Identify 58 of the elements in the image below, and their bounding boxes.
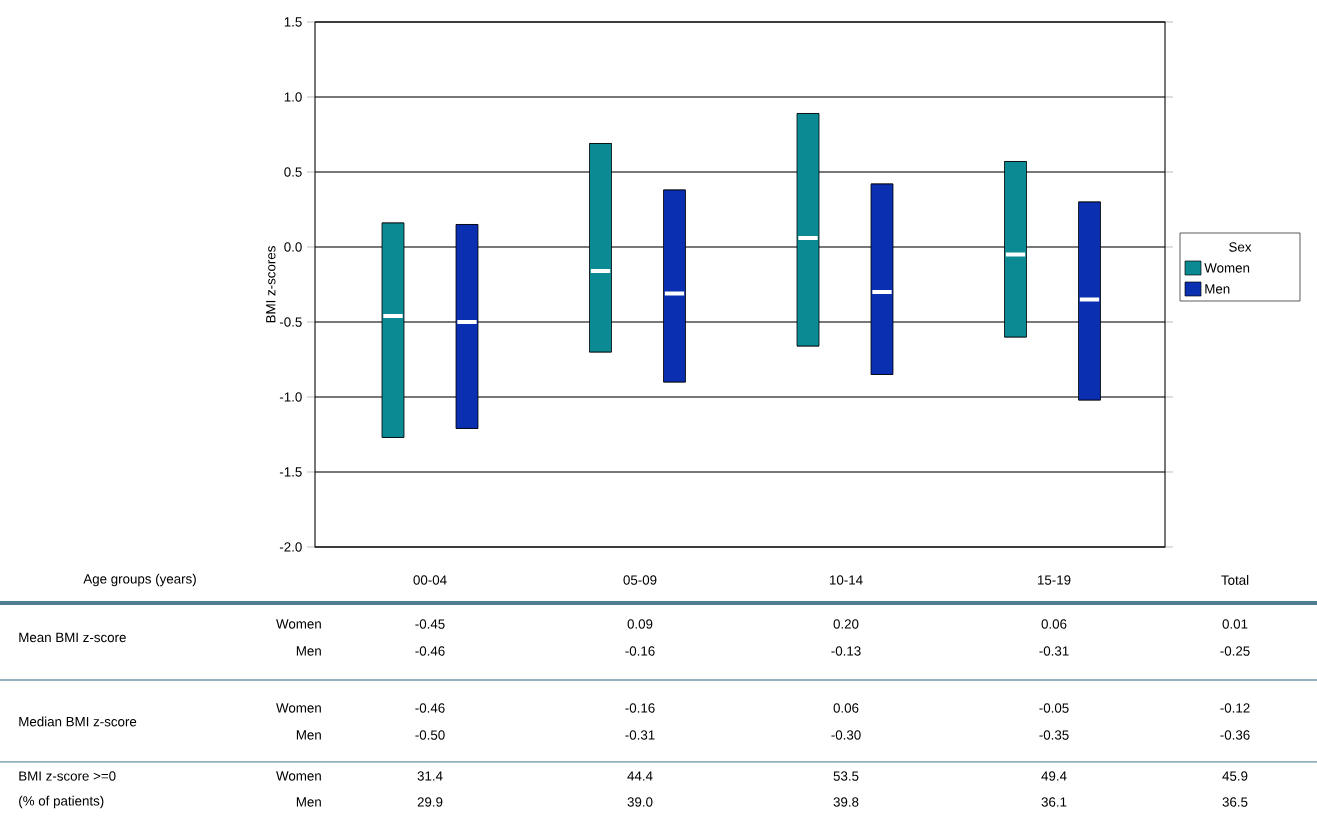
data-label: -0.13 [831,646,861,656]
y-tick-label: 1.0 [284,92,302,102]
data-label: 44.4 [627,771,653,781]
text: Women [276,771,321,781]
text: Age groups (years) [83,573,196,587]
data-label: 31.4 [417,771,443,781]
y-tick-label: 1.5 [284,17,302,27]
data-label: 0.06 [1041,619,1067,629]
data-label: 53.5 [833,771,859,781]
text: (% of patients) [19,795,104,809]
text: Women [276,619,321,629]
data-label: 39.0 [627,797,653,807]
data-label: -0.16 [625,703,655,713]
data-label: 0.09 [627,619,653,629]
data-label: -0.30 [831,730,861,740]
y-tick-label: -2.0 [279,542,302,552]
data-label: -0.36 [1220,730,1250,740]
y-tick-label: -1.0 [279,392,302,402]
category-label: 15-19 [1037,575,1071,585]
y-tick-label: 0.5 [284,167,302,177]
data-label: 36.1 [1041,797,1067,807]
category-label: 00-04 [413,575,447,585]
category-label: Total [1221,575,1249,585]
data-label: -0.50 [415,730,445,740]
legend-label: Women [1204,263,1250,273]
data-label: 29.9 [417,797,443,807]
legend-label: Men [1205,284,1230,294]
data-label: -0.12 [1220,703,1250,713]
data-label: -0.31 [625,730,655,740]
y-tick-label: 0.0 [284,242,302,252]
data-label: 36.5 [1222,797,1248,807]
text: BMI z-score >=0 [19,771,116,781]
text: Women [276,703,321,713]
data-label: -0.31 [1039,646,1069,656]
data-label: -0.46 [415,703,445,713]
text: Men [296,730,321,740]
text: Median BMI z-score [19,716,137,727]
y-tick-label: -1.5 [279,467,302,477]
data-label: 45.9 [1222,771,1248,781]
data-label: 49.4 [1041,771,1067,781]
data-label: -0.35 [1039,730,1069,740]
y-axis-title: BMI z-scores [266,246,276,323]
text: Men [296,646,321,656]
y-tick-label: -0.5 [279,317,302,327]
data-label: -0.16 [625,646,655,656]
data-label: -0.45 [415,619,445,629]
data-label: 0.01 [1222,619,1248,629]
data-label: 0.20 [833,619,859,629]
data-label: 39.8 [833,797,859,807]
data-label: -0.05 [1039,703,1069,713]
category-label: 10-14 [829,575,863,585]
data-label: -0.25 [1220,646,1250,656]
text: Mean BMI z-score [19,632,126,643]
text: Men [296,797,321,807]
legend-title: Sex [1229,242,1252,252]
data-label: -0.46 [415,646,445,656]
category-label: 05-09 [623,575,657,585]
data-label: 0.06 [833,703,859,713]
